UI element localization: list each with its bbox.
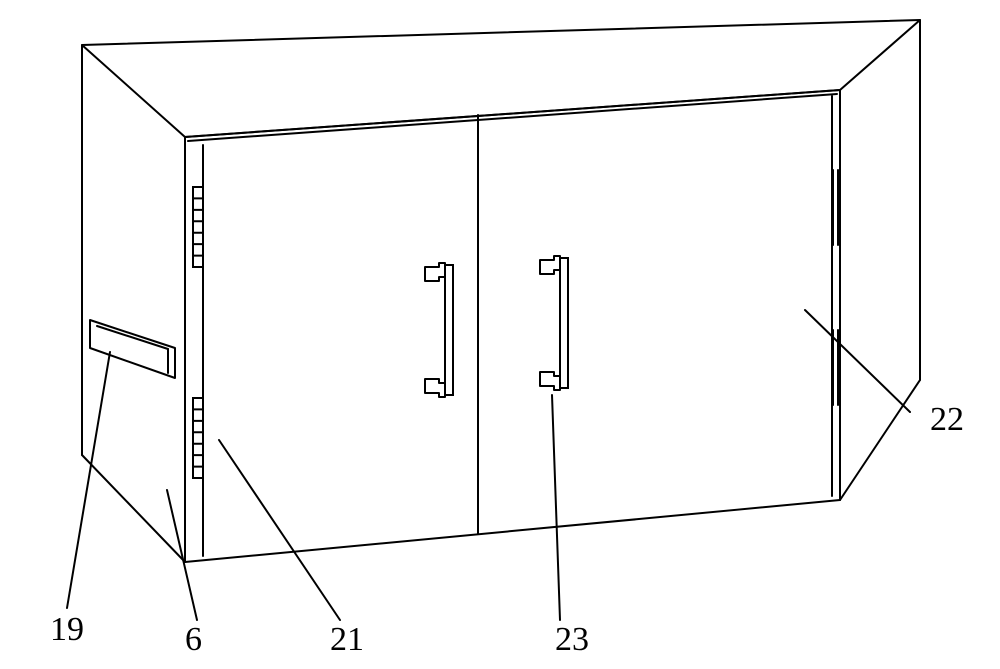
callout-label-22: 22	[930, 401, 964, 438]
callouts: 22 23 21 6 19	[50, 310, 964, 658]
callout-label-19: 19	[50, 611, 84, 648]
door-handles	[425, 256, 568, 397]
side-slot	[90, 320, 175, 378]
cabinet-doors	[203, 96, 832, 556]
callout-label-21: 21	[330, 621, 364, 658]
hinge-right	[833, 170, 838, 405]
cabinet-box	[82, 20, 920, 562]
callout-label-23: 23	[555, 621, 589, 658]
hinge-left	[193, 187, 203, 478]
callout-label-6: 6	[185, 621, 202, 658]
